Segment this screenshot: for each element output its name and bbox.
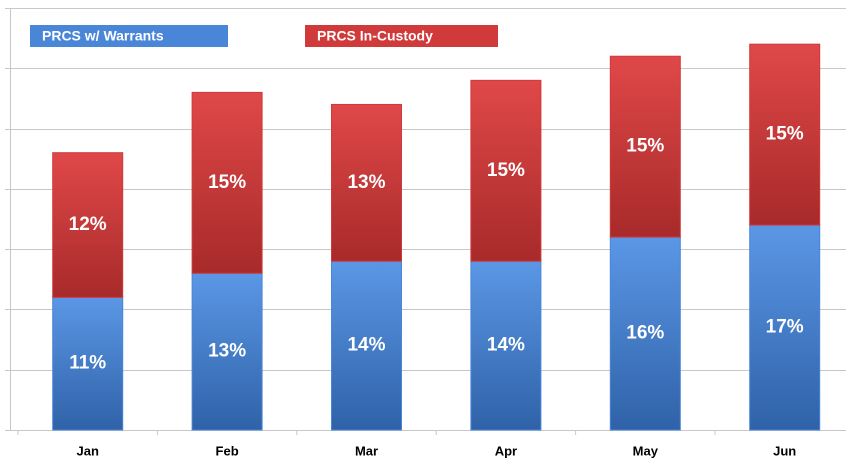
bar-segment [749, 224, 821, 431]
bar-segment [609, 55, 681, 238]
x-tick-label: Jan [76, 443, 98, 458]
value-label: 11% [69, 353, 106, 374]
bar-segment [331, 103, 402, 262]
bar-segment [331, 260, 402, 431]
value-label: 13% [208, 341, 246, 362]
x-tick-label: Jun [773, 443, 796, 458]
bar-segment [52, 152, 124, 298]
legend-swatch [305, 25, 498, 47]
x-tick-label: Mar [355, 443, 378, 458]
legend-label: PRCS w/ Warrants [42, 28, 164, 44]
bar-segment [749, 43, 821, 226]
value-label: 14% [347, 335, 385, 356]
value-label: 17% [766, 317, 804, 338]
value-label: 16% [626, 323, 664, 344]
value-label: 12% [69, 214, 107, 235]
legend-label: PRCS In-Custody [317, 28, 433, 44]
value-label: 14% [487, 335, 525, 356]
bar-segment [470, 260, 542, 431]
value-label: 15% [626, 136, 664, 157]
value-label: 13% [347, 172, 385, 193]
x-tick-label: Feb [216, 443, 239, 458]
bar-segment [191, 272, 263, 431]
value-label: 15% [208, 172, 246, 193]
bar-segment [191, 91, 263, 274]
bar-segment [52, 296, 124, 431]
value-label: 15% [487, 160, 525, 181]
x-tick-label: May [633, 443, 659, 458]
bar-segment [470, 79, 542, 262]
bar-segment [609, 236, 681, 431]
value-label: 15% [766, 124, 804, 145]
x-tick-label: Apr [495, 443, 517, 458]
legend-swatch [30, 25, 228, 47]
